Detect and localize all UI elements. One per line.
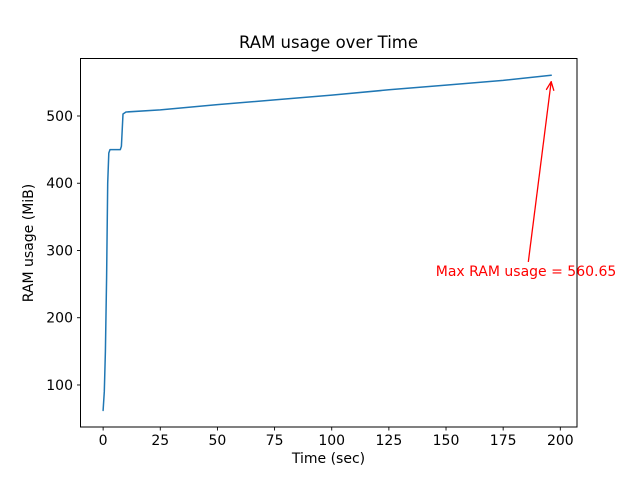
plot-spines [80, 58, 578, 428]
x-tick-label: 200 [547, 433, 574, 449]
annotation-text: Max RAM usage = 560.65 [436, 264, 617, 280]
x-tick-label: 75 [266, 433, 284, 449]
x-axis-label: Time (sec) [291, 451, 366, 467]
x-tick-label: 175 [490, 433, 517, 449]
x-tick-label: 125 [376, 433, 403, 449]
x-tick-label: 0 [99, 433, 108, 449]
x-tick-label: 150 [433, 433, 460, 449]
y-tick-label: 400 [46, 176, 73, 192]
x-tick-label: 50 [209, 433, 227, 449]
annotation-arrow-head [550, 81, 555, 91]
x-tick-label: 25 [151, 433, 169, 449]
annotation-arrow-head [545, 81, 552, 91]
y-tick-label: 100 [46, 378, 73, 394]
y-tick-label: 500 [46, 109, 73, 125]
y-tick-label: 200 [46, 311, 73, 327]
y-tick-label: 300 [46, 243, 73, 259]
x-tick-label: 100 [318, 433, 345, 449]
chart-title: RAM usage over Time [238, 33, 419, 52]
annotation-arrow-shaft [527, 81, 552, 262]
series-line-ram-usage [102, 74, 552, 412]
